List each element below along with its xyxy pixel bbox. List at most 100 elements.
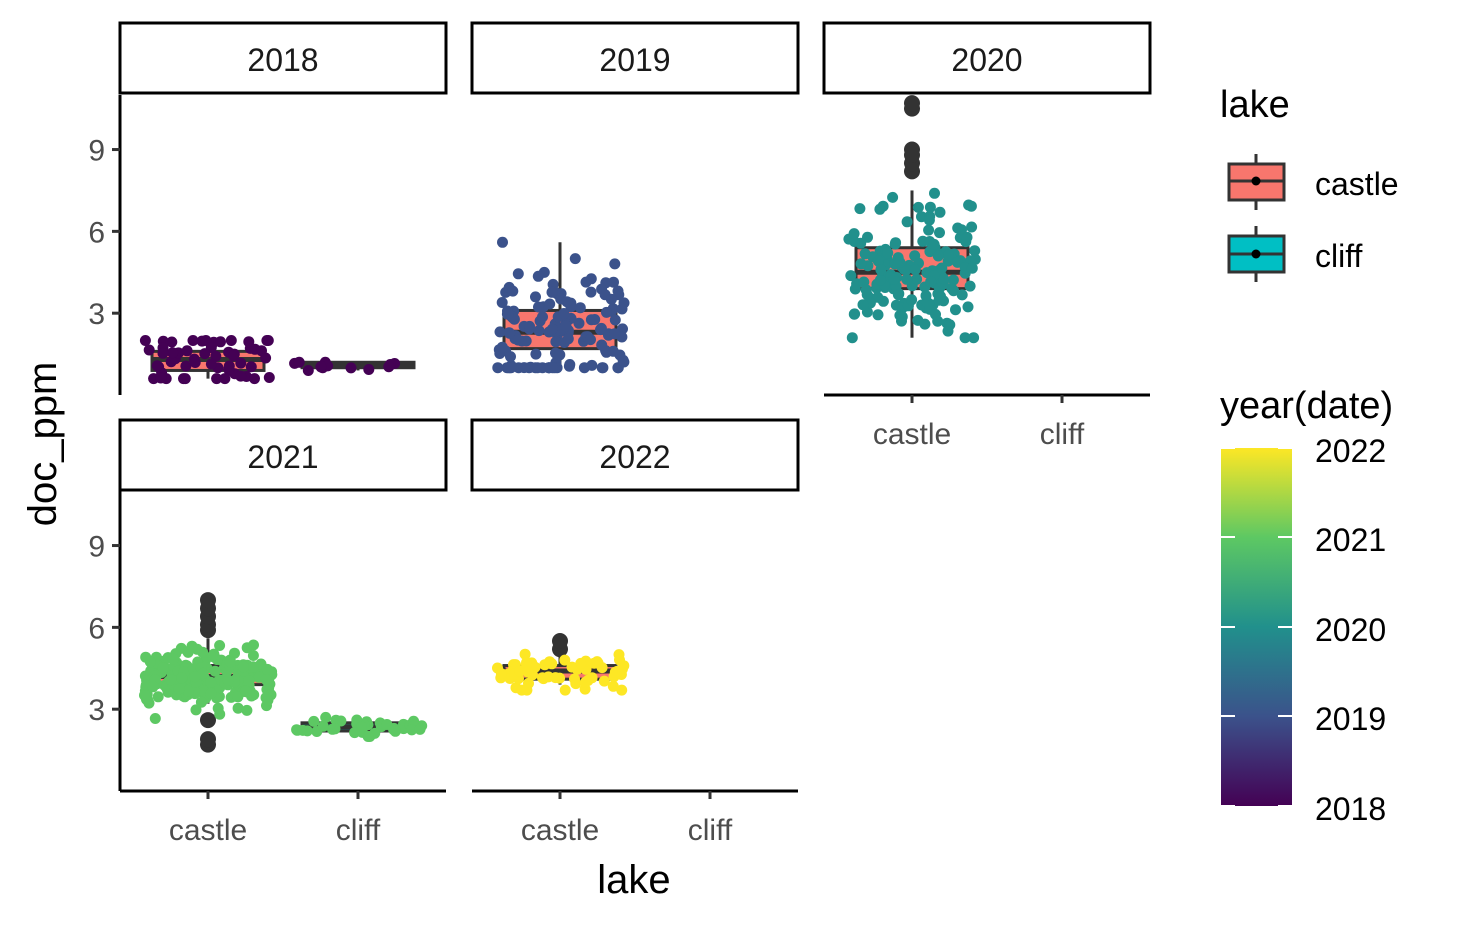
jitter-point [320,711,332,723]
facet-strip-2018 [118,21,448,95]
jitter-point [223,360,235,372]
x-tick-label-castle: castle [169,814,247,847]
jitter-point [518,362,530,374]
facet-strip-label-2020: 2020 [951,42,1022,78]
x-axis-title: lake [597,858,670,902]
jitter-point [896,311,908,323]
jitter-point [205,358,217,370]
jitter-point [243,336,255,348]
jitter-point [585,286,597,298]
facet-panel-2021: 2021 3 6 9 castle cliff [88,418,448,847]
boxplot-2018-cliff [289,356,416,376]
colorbar-label-2018: 2018 [1315,791,1386,827]
jitter-point [214,640,226,651]
jitter-point [502,308,514,320]
boxplot-2021-castle [139,592,278,753]
facet-strip-2022 [470,418,800,492]
jitter-point [550,336,562,348]
jitter-point [219,373,231,385]
jitter-point [504,327,516,339]
jitter-point [952,256,963,268]
jitter-point [614,654,625,666]
legend-year: year(date) 2022 2021 2020 2019 2018 [1220,385,1393,827]
jitter-point [575,657,587,669]
jitter-point [928,238,940,250]
jitter-point [520,335,532,347]
jitter-point [900,264,912,276]
jitter-point [240,685,252,697]
jitter-point [406,724,418,736]
boxplot-2020-castle [843,95,981,344]
jitter-point [911,273,923,285]
jitter-point [566,661,578,673]
facet-strip-2019 [470,21,800,95]
jitter-point [848,228,860,240]
jitter-point [892,289,904,301]
jitter-point [308,715,320,727]
jitter-point [345,362,357,374]
jitter-point [930,308,941,320]
y-tick-label: 3 [88,694,105,727]
legend-key-castle [1227,154,1286,210]
jitter-point [262,335,274,346]
legend-key-cliff [1227,226,1286,282]
y-tick-label: 3 [88,298,105,331]
jitter-point [547,362,558,374]
jitter-point [317,720,329,732]
jitter-point [155,372,167,384]
x-tick-label-cliff: cliff [336,814,381,847]
legend-lake-title: lake [1220,84,1290,126]
jitter-point [199,348,211,360]
jitter-point [894,257,906,268]
facet-strip-label-2021: 2021 [247,439,318,475]
jitter-point [601,306,612,318]
jitter-point [563,360,575,372]
jitter-point [225,335,237,346]
boxplot-2021-cliff [291,711,428,742]
legend-year-title: year(date) [1220,385,1393,427]
jitter-point [942,325,954,337]
jitter-point [923,214,935,226]
jitter-point [521,684,533,696]
jitter-point [235,357,247,369]
jitter-point [848,236,860,247]
jitter-point [616,303,628,315]
legend-label-castle: castle [1315,166,1399,202]
jitter-point [616,684,628,696]
outlier-point [552,633,568,649]
y-axis-title: doc_ppm [21,362,65,527]
jitter-point [961,231,973,243]
boxplot-2019-castle [492,236,630,374]
jitter-point [176,672,188,684]
jitter-point [596,339,608,351]
jitter-point [573,317,585,329]
jitter-point [496,297,508,308]
jitter-point [609,314,621,326]
jitter-point [616,663,628,675]
jitter-point [558,308,570,319]
jitter-point [229,647,240,659]
jitter-point [848,308,860,320]
jitter-point [862,231,873,243]
outlier-point [904,95,920,112]
jitter-point [855,258,867,270]
jitter-point [846,332,858,344]
jitter-point [857,299,869,311]
jitter-point [537,362,548,374]
legend-lake: lake castle cliff [1220,84,1399,282]
jitter-point [607,680,619,692]
jitter-point [533,325,545,337]
colorbar-label-2021: 2021 [1315,522,1386,558]
jitter-point [533,301,544,313]
y-tick-label: 6 [88,216,105,249]
colorbar-ticks [1221,447,1292,807]
jitter-point [580,676,591,688]
jitter-point [189,357,201,368]
jitter-point [205,688,217,699]
jitter-point [263,372,275,383]
jitter-point [586,359,598,371]
jitter-point [363,364,375,375]
jitter-point [560,320,572,332]
jitter-point [569,673,580,685]
jitter-point [383,361,395,373]
